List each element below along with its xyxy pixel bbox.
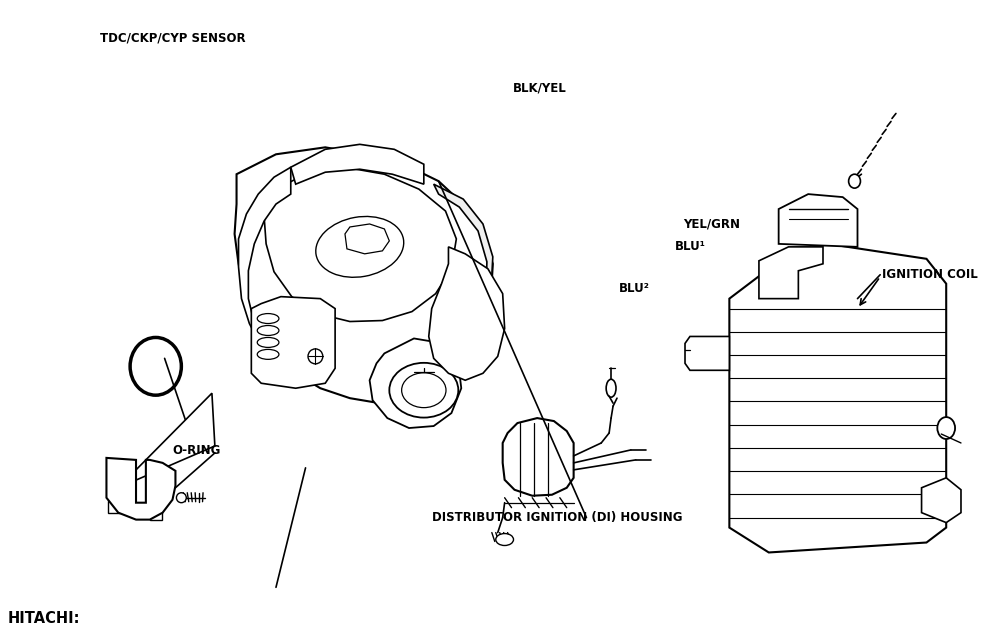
Text: BLU²: BLU² — [619, 282, 650, 295]
Ellipse shape — [496, 534, 514, 546]
Polygon shape — [729, 244, 946, 553]
Polygon shape — [503, 418, 574, 496]
Polygon shape — [685, 336, 729, 370]
Polygon shape — [779, 194, 857, 247]
Text: BLU¹: BLU¹ — [675, 240, 706, 253]
Polygon shape — [759, 247, 823, 299]
Polygon shape — [370, 338, 461, 428]
Ellipse shape — [937, 417, 955, 439]
Text: TDC/CKP/CYP SENSOR: TDC/CKP/CYP SENSOR — [100, 31, 245, 44]
Text: DISTRIBUTOR IGNITION (DI) HOUSING: DISTRIBUTOR IGNITION (DI) HOUSING — [432, 511, 682, 524]
Polygon shape — [251, 297, 335, 388]
Ellipse shape — [849, 175, 860, 188]
Ellipse shape — [389, 363, 458, 418]
Text: O-RING: O-RING — [172, 444, 221, 457]
Polygon shape — [118, 393, 215, 488]
Ellipse shape — [176, 493, 186, 503]
Text: YEL/GRN: YEL/GRN — [683, 217, 740, 231]
Polygon shape — [434, 184, 493, 366]
Text: BLK/YEL: BLK/YEL — [513, 81, 567, 94]
Polygon shape — [429, 247, 505, 381]
Polygon shape — [291, 144, 424, 184]
Ellipse shape — [308, 349, 323, 364]
Polygon shape — [106, 458, 175, 520]
Polygon shape — [922, 478, 961, 523]
Text: HITACHI:: HITACHI: — [8, 612, 80, 626]
Polygon shape — [235, 147, 493, 403]
Text: IGNITION COIL: IGNITION COIL — [882, 268, 978, 281]
Polygon shape — [239, 167, 291, 346]
